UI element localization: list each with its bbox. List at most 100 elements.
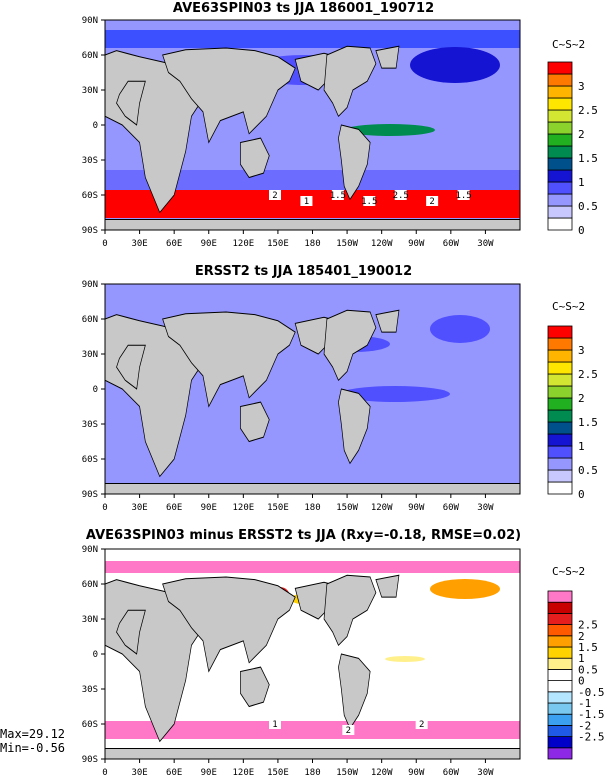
lat-label: 60S: [82, 191, 98, 201]
colorbar-label: 2: [578, 630, 585, 643]
lat-label: 60N: [82, 580, 98, 590]
colorbar-label: 1: [578, 440, 585, 453]
contour-label-box: [269, 190, 281, 200]
colorbar-segment: [547, 61, 573, 75]
colorbar-label: 0.5: [578, 464, 598, 477]
lon-label: 60E: [166, 768, 182, 778]
lon-label: 90E: [201, 239, 217, 249]
lon-label: 90W: [408, 239, 425, 249]
lon-label: 120E: [232, 768, 254, 778]
colorbar-segment: [547, 669, 573, 682]
contour-label: 2.5: [393, 191, 409, 201]
equatorial-pacific-high: [345, 124, 435, 136]
arctic-band: [105, 30, 520, 48]
lat-label: 30S: [82, 420, 98, 430]
contour-label: 1.5: [361, 197, 377, 207]
colorbar-label: 3: [578, 344, 585, 357]
contour-label: 2: [272, 191, 277, 201]
north-atlantic-high: [410, 47, 500, 83]
colorbar-label: 2.5: [578, 104, 598, 117]
colorbar-segment: [547, 445, 573, 459]
colorbar-segment: [547, 325, 573, 339]
contour-label-box: [394, 190, 407, 200]
contour-label-box: [457, 190, 470, 200]
lon-label: 180: [304, 239, 320, 249]
lon-label: 60W: [443, 768, 460, 778]
colorbar-segment: [547, 397, 573, 411]
colorbar-segment: [547, 205, 573, 219]
lat-label: 90N: [82, 545, 98, 555]
lon-label: 150E: [267, 239, 289, 249]
lon-label: 60E: [166, 503, 182, 513]
colorbar-label: 0.5: [578, 200, 598, 213]
colorbar-segment: [547, 109, 573, 123]
lat-label: 30N: [82, 350, 98, 360]
contour-label: 2: [419, 720, 424, 730]
stats-min: Min=-0.56: [0, 741, 66, 755]
lon-label: 180: [304, 768, 320, 778]
colorbar-segment: [547, 624, 573, 637]
contour-label-box: [426, 196, 439, 206]
colorbar-label: 1.5: [578, 641, 598, 654]
lon-label: 0: [102, 768, 107, 778]
colorbar-label: -2.5: [578, 731, 605, 744]
units-label-model: C~S~2: [552, 38, 586, 51]
colorbar-segment: [547, 747, 573, 760]
lat-label: 90N: [82, 16, 98, 26]
colorbar-label: -0.5: [578, 686, 605, 699]
lon-label: 120W: [371, 239, 393, 249]
colorbar-segment: [547, 373, 573, 387]
colorbar-segment: [547, 736, 573, 749]
colorbar-label: -1: [578, 697, 591, 710]
lon-label: 120E: [232, 503, 254, 513]
north-atlantic-warm: [430, 579, 500, 599]
contour-label-box: [331, 190, 344, 200]
lon-label: 90W: [408, 768, 425, 778]
lat-label: 0: [93, 385, 98, 395]
lon-label: 120E: [232, 239, 254, 249]
colorbar-label: 0: [578, 488, 585, 501]
colorbar-label: 2: [578, 392, 585, 405]
lon-label: 30W: [477, 503, 494, 513]
colorbar-segment: [547, 590, 573, 603]
lat-label: 30N: [82, 615, 98, 625]
map-panel-obs: 90N 60N 30N 0 30S 60S 90S 0 30E 60E 90E 120E 150E 180…: [82, 280, 598, 513]
colorbar-label: 2.5: [578, 368, 598, 381]
colorbar-segment: [547, 121, 573, 135]
colorbar-label: 3: [578, 80, 585, 93]
arctic-band: [105, 561, 520, 573]
colorbar-segment: [547, 680, 573, 693]
colorbar-segment: [547, 421, 573, 435]
contour-label: 1: [272, 720, 277, 730]
colorbar-segment: [547, 193, 573, 207]
colorbar-label: 1.5: [578, 152, 598, 165]
colorbar-segment: [547, 349, 573, 363]
colorbar-label: 1: [578, 652, 585, 665]
lat-label: 30S: [82, 156, 98, 166]
lon-label: 0: [102, 503, 107, 513]
contour-label-box: [363, 196, 376, 206]
lat-label: 0: [93, 650, 98, 660]
colorbar-segment: [547, 73, 573, 87]
colorbar-segment: [547, 646, 573, 659]
lon-label: 150W: [336, 503, 358, 513]
colorbar-segment: [547, 409, 573, 423]
contour-label: 2: [429, 197, 434, 207]
contour-label: 1.5: [330, 191, 346, 201]
lat-label: 90S: [82, 226, 98, 236]
lon-label: 30W: [477, 768, 494, 778]
colorbar-label: 1: [578, 176, 585, 189]
lat-label: 90S: [82, 490, 98, 500]
colorbar-segment: [547, 361, 573, 375]
colorbar-label: 2.5: [578, 619, 598, 632]
contour-label-box: [342, 725, 355, 735]
lon-label: 150E: [267, 768, 289, 778]
colorbar-segment: [547, 133, 573, 147]
panel-title-model: AVE63SPIN03 ts JJA 186001_190712: [172, 1, 435, 16]
contour-label-box: [300, 196, 313, 206]
colorbar-segment: [547, 702, 573, 715]
southern-midlat-band: [105, 170, 520, 190]
colorbar-segment: [547, 725, 573, 738]
equatorial-warm: [385, 656, 425, 662]
